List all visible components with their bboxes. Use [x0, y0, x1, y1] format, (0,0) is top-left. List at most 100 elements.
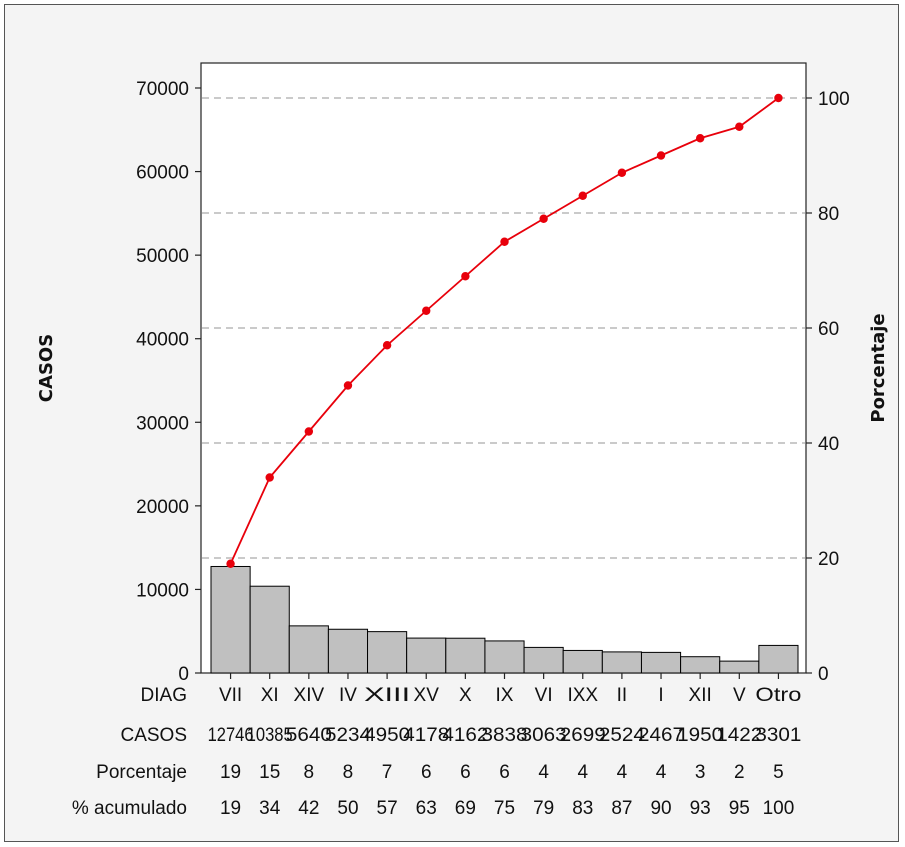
table-cell-acumulado: 50 [337, 798, 358, 819]
y2-tick-label: 20 [818, 549, 839, 570]
table-cell-diag: X [459, 685, 472, 706]
y-axis-title: CASOS [36, 334, 57, 402]
table-cell-porcentaje: 19 [220, 762, 241, 783]
bar-ii [601, 651, 642, 674]
bar-iv [327, 628, 369, 674]
table-cell-acumulado: 19 [220, 798, 241, 819]
table-cell-diag: V [733, 685, 746, 706]
bar-vii [210, 565, 251, 674]
table-cell-casos: 12746 [208, 725, 254, 746]
table-cell-diag: VII [219, 685, 242, 706]
y2-tick-label: 80 [818, 204, 839, 225]
table-cell-acumulado: 42 [298, 798, 319, 819]
table-cell-porcentaje: 4 [617, 762, 628, 783]
bars [210, 565, 799, 674]
table-cell-porcentaje: 6 [499, 762, 510, 783]
table-cell-acumulado: 75 [494, 798, 515, 819]
table-cell-acumulado: 100 [763, 798, 795, 819]
bar-xv [406, 637, 447, 674]
y2-tick-label: 40 [818, 434, 839, 455]
table-cell-casos: 5640 [286, 725, 332, 746]
y-tick-label: 60000 [136, 163, 189, 184]
table-cell-casos: 1950 [677, 725, 723, 746]
bar-otro [758, 644, 799, 674]
table-cell-porcentaje: 6 [421, 762, 432, 783]
table-row-label: CASOS [120, 725, 187, 746]
cumulative-point-ixx [578, 191, 587, 200]
cumulative-point-xv [422, 306, 431, 315]
y-tick-label: 20000 [136, 497, 189, 518]
table-cell-acumulado: 34 [259, 798, 281, 819]
cumulative-point-xii [695, 134, 705, 143]
table-cell-casos: 1422 [716, 725, 762, 746]
y2-tick-label: 0 [818, 664, 829, 685]
table-cell-acumulado: 93 [690, 798, 711, 819]
table-cell-acumulado: 69 [455, 798, 476, 819]
table-cell-diag: XIII [364, 685, 410, 706]
gridlines [202, 97, 805, 559]
y2-axis-title: Porcentaje [868, 313, 889, 422]
y-tick-label: 40000 [136, 330, 189, 351]
y-tick-label: 70000 [136, 79, 189, 100]
y2-tick-label: 100 [818, 89, 850, 110]
table-cell-porcentaje: 15 [259, 762, 280, 783]
y-tick-label: 30000 [136, 413, 189, 434]
table-cell-acumulado: 87 [611, 798, 632, 819]
table-cell-diag: XV [414, 685, 440, 706]
y-tick-label: 0 [178, 664, 189, 685]
bar-xii [680, 656, 721, 674]
cumulative-point-xiv [304, 427, 314, 436]
table-cell-casos: 5234 [325, 725, 371, 746]
table-cell-diag: IV [339, 685, 357, 706]
table-cell-acumulado: 83 [572, 798, 593, 819]
table-cell-acumulado: 90 [650, 798, 671, 819]
bar-xiii [367, 631, 408, 674]
table-cell-diag: Otro [755, 685, 801, 706]
table-cell-acumulado: 79 [533, 798, 554, 819]
table-row-label: DIAG [141, 685, 187, 706]
table-cell-porcentaje: 3 [695, 762, 706, 783]
bar-xi [249, 585, 290, 674]
cumulative-point-ii [617, 168, 627, 177]
y-tick-label: 10000 [136, 580, 189, 601]
table-cell-casos: 3063 [521, 725, 567, 746]
cumulative-point-v [735, 122, 744, 131]
table-cell-porcentaje: 4 [656, 762, 667, 783]
cumulative-point-x [461, 272, 470, 281]
table-cell-casos: 2699 [560, 725, 606, 746]
table-cell-diag: VI [535, 685, 553, 706]
bar-xiv [288, 625, 329, 674]
table-cell-porcentaje: 8 [343, 762, 354, 783]
table-row-label: % acumulado [72, 798, 187, 819]
cumulative-point-otro [774, 93, 783, 103]
table-cell-casos: 4162 [442, 725, 488, 746]
table-cell-casos: 2467 [638, 725, 684, 746]
cumulative-point-vii [226, 559, 235, 568]
table-cell-porcentaje: 6 [460, 762, 471, 783]
table-cell-casos: 4178 [403, 725, 449, 746]
plot-area [200, 62, 807, 674]
bar-x [445, 637, 486, 674]
table-cell-diag: XI [261, 685, 279, 706]
bar-vi [523, 646, 564, 674]
table-cell-casos: 3301 [755, 725, 801, 746]
table-cell-porcentaje: 2 [734, 762, 745, 783]
bar-ixx [562, 649, 603, 674]
table-cell-diag: XII [689, 685, 712, 706]
table-cell-porcentaje: 8 [304, 762, 315, 783]
table-cell-porcentaje: 5 [773, 762, 784, 783]
table-cell-acumulado: 95 [729, 798, 750, 819]
axes: 0 10000 20000 30000 40000 50000 60000 70000 0 20 4… [136, 79, 850, 685]
table-cell-casos: 2524 [599, 725, 645, 746]
table-cell-porcentaje: 4 [538, 762, 549, 783]
table-row-label: Porcentaje [96, 762, 187, 783]
table-cell-diag: II [617, 685, 628, 706]
data-table: DIAG VII XI XIV IV XIII XV X IX VI IXX II I XII V OtroC… [72, 685, 802, 819]
bar-ix [484, 640, 525, 674]
table-cell-diag: IXX [567, 685, 598, 706]
cumulative-point-xiii [382, 341, 392, 350]
table-cell-diag: I [658, 685, 663, 706]
table-cell-casos: 3838 [482, 725, 528, 746]
table-cell-casos: 10385 [247, 725, 293, 746]
table-cell-diag: IX [496, 685, 514, 706]
